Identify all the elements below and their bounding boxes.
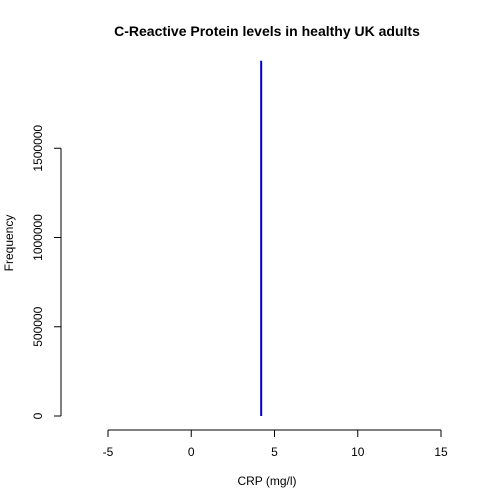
y-tick-label: 500000 xyxy=(31,306,45,346)
x-tick-label: 10 xyxy=(351,445,365,459)
x-tick-label: 5 xyxy=(271,445,278,459)
x-axis-label: CRP (mg/l) xyxy=(237,474,296,488)
y-axis: 0 500000 1000000 1500000 xyxy=(31,125,62,419)
y-tick-label: 1000000 xyxy=(31,214,45,261)
chart-title: C-Reactive Protein levels in healthy UK … xyxy=(114,23,420,39)
x-tick-label: 15 xyxy=(434,445,448,459)
y-tick-label: 1500000 xyxy=(31,125,45,172)
x-tick-label: 0 xyxy=(188,445,195,459)
x-tick-label: -5 xyxy=(103,445,114,459)
y-axis-label: Frequency xyxy=(2,215,16,272)
x-axis: -5 0 5 10 15 xyxy=(103,429,448,459)
y-tick-label: 0 xyxy=(31,412,45,419)
